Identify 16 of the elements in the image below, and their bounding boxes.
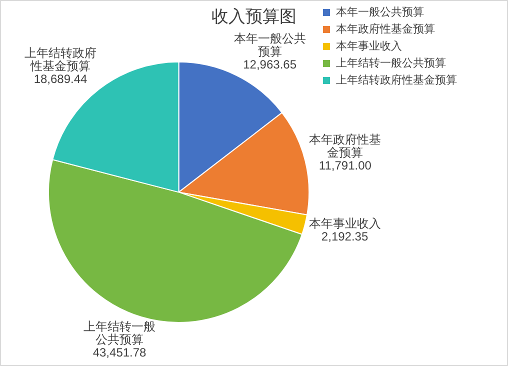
slice-label: 上年结转政府性基金预算 <box>24 46 97 73</box>
data-label: 43,451.78 <box>92 346 147 360</box>
slice-label: 本年一般公共预算 <box>234 32 306 59</box>
legend-label: 本年政府性基金预算 <box>336 22 435 36</box>
slice-label: 上年结转一般公共预算 <box>84 320 156 347</box>
slice-label: 本年政府性基金预算 <box>309 132 382 160</box>
slice-label: 本年事业收入 <box>308 216 381 230</box>
data-label: 12,963.65 <box>243 58 297 72</box>
chart-title: 收入预算图 <box>212 6 296 26</box>
legend-label: 上年结转一般公共预算 <box>336 56 446 70</box>
data-label: 18,689.44 <box>34 72 88 86</box>
legend-label: 本年事业收入 <box>336 40 402 53</box>
data-label: 2,192.35 <box>321 229 368 244</box>
legend-label: 上年结转政府性基金预算 <box>336 74 457 87</box>
legend-label: 本年一般公共预算 <box>336 6 424 19</box>
data-label: 11,791.00 <box>318 158 372 173</box>
